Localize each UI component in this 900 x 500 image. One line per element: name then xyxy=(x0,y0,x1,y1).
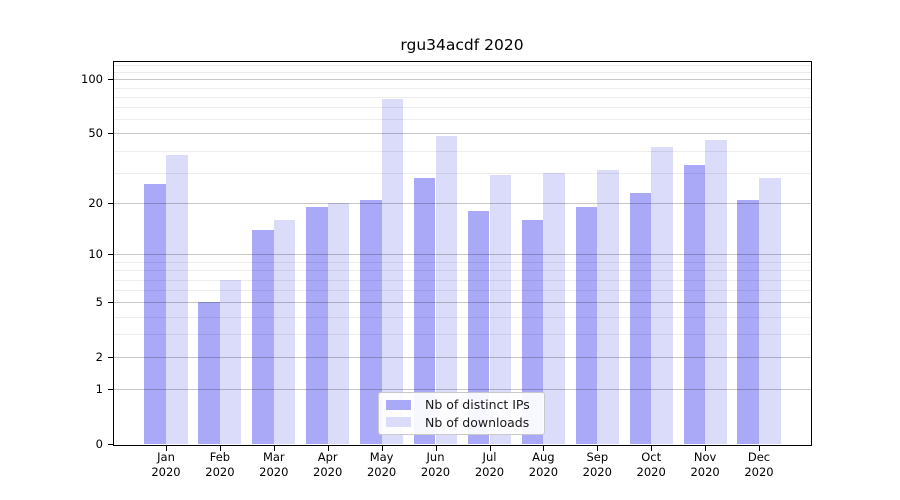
y-axis-tick xyxy=(107,389,113,391)
y-axis-tick xyxy=(107,254,113,256)
legend: Nb of distinct IPs Nb of downloads xyxy=(378,392,545,435)
y-axis-label: 50 xyxy=(88,126,103,141)
bar-jul-ips xyxy=(467,211,490,444)
bar-nov-downloads xyxy=(705,139,727,444)
chart-title: rgu34acdf 2020 xyxy=(400,36,524,54)
x-axis-tick xyxy=(219,445,221,451)
y-axis-label: 0 xyxy=(95,436,103,451)
legend-label-distinct-ips: Nb of distinct IPs xyxy=(425,397,530,413)
x-axis-label: Nov 2020 xyxy=(690,450,720,479)
x-axis-label: Aug 2020 xyxy=(528,450,559,479)
x-axis-label: Feb 2020 xyxy=(205,450,235,479)
gridline-minor xyxy=(113,87,811,89)
y-axis-label: 2 xyxy=(95,350,103,364)
bar-mar-ips xyxy=(252,229,274,444)
gridline-minor xyxy=(113,107,811,109)
x-axis-label: Mar 2020 xyxy=(259,450,289,479)
gridline-minor xyxy=(113,71,811,73)
x-axis-label: Jul 2020 xyxy=(474,450,505,479)
x-axis-tick xyxy=(381,445,383,451)
bar-feb-ips xyxy=(198,302,220,444)
x-axis-label: Apr 2020 xyxy=(313,450,343,479)
bar-jun-downloads xyxy=(435,136,458,444)
bar-oct-downloads xyxy=(651,146,673,444)
bar-feb-downloads xyxy=(219,279,242,444)
bar-jun-ips xyxy=(413,177,436,444)
y-axis-label: 10 xyxy=(88,247,103,262)
x-axis-tick xyxy=(597,445,599,451)
y-axis-tick xyxy=(107,443,113,445)
x-axis-label: Dec 2020 xyxy=(744,450,774,479)
legend-item-downloads: Nb of downloads xyxy=(379,415,544,430)
x-axis-tick xyxy=(651,445,653,451)
x-axis-tick xyxy=(705,445,707,451)
y-axis-label: 1 xyxy=(95,382,103,397)
bar-may-downloads xyxy=(381,98,404,444)
bar-jul-downloads xyxy=(489,175,512,444)
y-axis-label: 5 xyxy=(95,295,103,310)
y-axis-tick xyxy=(107,357,113,358)
bar-sep-downloads xyxy=(597,170,619,444)
bar-aug-ips xyxy=(521,220,544,444)
x-axis-tick xyxy=(166,445,167,451)
y-axis-tick xyxy=(107,133,113,135)
x-axis-tick xyxy=(435,445,437,451)
x-axis-label: Jan 2020 xyxy=(151,450,181,479)
bar-jan-ips xyxy=(144,183,166,444)
legend-item-distinct-ips: Nb of distinct IPs xyxy=(379,397,544,412)
bar-dec-downloads xyxy=(759,177,781,444)
bar-oct-ips xyxy=(629,192,652,444)
bar-may-ips xyxy=(360,199,382,444)
legend-swatch-downloads xyxy=(386,417,411,428)
gridline-minor xyxy=(113,119,811,121)
y-axis-tick xyxy=(107,203,113,205)
legend-label-downloads: Nb of downloads xyxy=(425,414,530,430)
x-axis-tick xyxy=(543,445,545,451)
gridline-minor xyxy=(113,96,811,98)
bar-apr-ips xyxy=(306,207,328,444)
bar-nov-ips xyxy=(683,165,706,444)
y-axis-label: 20 xyxy=(88,196,103,211)
bar-sep-ips xyxy=(575,207,598,444)
y-axis-tick xyxy=(107,79,113,81)
x-axis-tick xyxy=(273,445,275,451)
bar-mar-downloads xyxy=(273,220,296,444)
bar-dec-ips xyxy=(737,199,759,444)
x-axis-tick xyxy=(327,445,329,451)
bar-apr-downloads xyxy=(327,203,350,444)
y-axis-label: 100 xyxy=(81,72,103,87)
bar-aug-downloads xyxy=(543,172,565,444)
bar-jan-downloads xyxy=(166,154,188,444)
x-axis-label: Jun 2020 xyxy=(420,450,451,479)
gridline-minor xyxy=(113,65,811,66)
gridline-major xyxy=(113,79,811,81)
x-axis-label: Oct 2020 xyxy=(636,450,666,479)
x-axis-label: May 2020 xyxy=(366,450,397,479)
y-axis-tick xyxy=(107,302,113,304)
x-axis-tick xyxy=(759,445,760,451)
gridline-major xyxy=(113,133,811,135)
x-axis-tick xyxy=(489,445,491,451)
x-axis-label: Sep 2020 xyxy=(582,450,612,479)
legend-swatch-distinct-ips xyxy=(386,399,411,410)
